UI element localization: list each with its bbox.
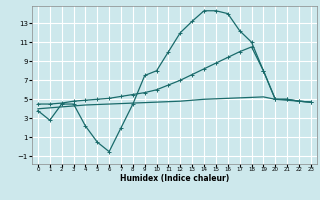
X-axis label: Humidex (Indice chaleur): Humidex (Indice chaleur) <box>120 174 229 183</box>
